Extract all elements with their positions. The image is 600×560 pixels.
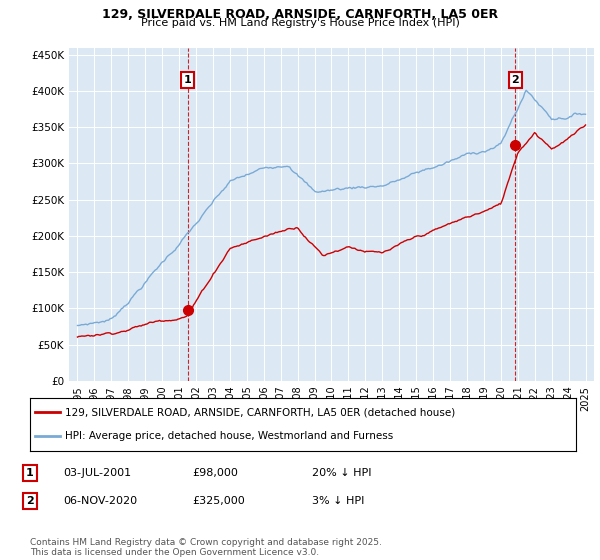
Text: 2: 2 xyxy=(511,75,519,85)
Text: 1: 1 xyxy=(26,468,34,478)
Text: 3% ↓ HPI: 3% ↓ HPI xyxy=(312,496,364,506)
Text: HPI: Average price, detached house, Westmorland and Furness: HPI: Average price, detached house, West… xyxy=(65,431,394,441)
Text: £325,000: £325,000 xyxy=(192,496,245,506)
Text: 1: 1 xyxy=(184,75,191,85)
Text: £98,000: £98,000 xyxy=(192,468,238,478)
Text: 2: 2 xyxy=(26,496,34,506)
Text: 129, SILVERDALE ROAD, ARNSIDE, CARNFORTH, LA5 0ER: 129, SILVERDALE ROAD, ARNSIDE, CARNFORTH… xyxy=(102,8,498,21)
Text: Contains HM Land Registry data © Crown copyright and database right 2025.
This d: Contains HM Land Registry data © Crown c… xyxy=(30,538,382,557)
Text: 06-NOV-2020: 06-NOV-2020 xyxy=(63,496,137,506)
Text: 03-JUL-2001: 03-JUL-2001 xyxy=(63,468,131,478)
Text: 20% ↓ HPI: 20% ↓ HPI xyxy=(312,468,371,478)
Text: Price paid vs. HM Land Registry's House Price Index (HPI): Price paid vs. HM Land Registry's House … xyxy=(140,18,460,29)
Text: 129, SILVERDALE ROAD, ARNSIDE, CARNFORTH, LA5 0ER (detached house): 129, SILVERDALE ROAD, ARNSIDE, CARNFORTH… xyxy=(65,408,456,418)
